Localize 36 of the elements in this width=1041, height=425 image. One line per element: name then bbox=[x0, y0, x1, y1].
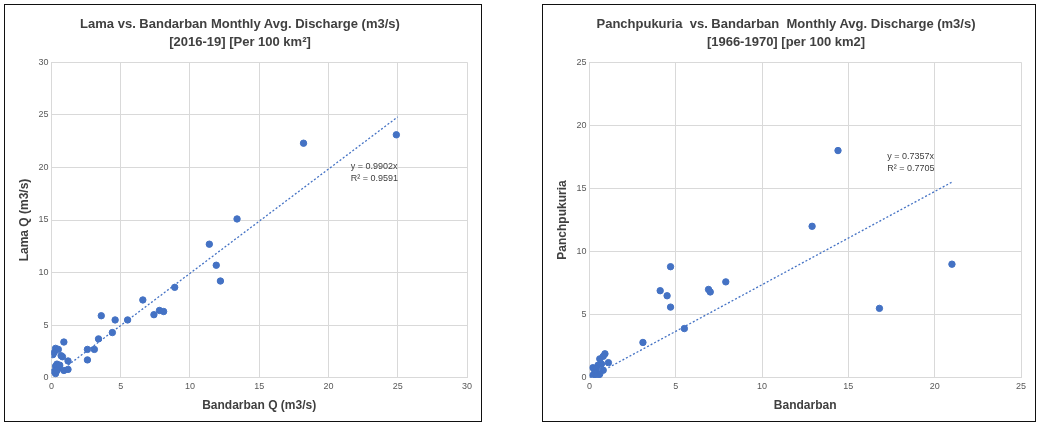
annotation: R² = 0.7705 bbox=[887, 163, 935, 174]
y-tick-label: 30 bbox=[38, 56, 49, 67]
x-axis-title: Bandarban bbox=[773, 398, 837, 413]
y-tick-label: 20 bbox=[576, 119, 587, 130]
y-tick-label: 0 bbox=[581, 372, 587, 383]
y-tick-label: 10 bbox=[38, 267, 49, 278]
y-tick-label: 10 bbox=[576, 246, 587, 257]
chart-subtitle: [2016-19] [Per 100 km²] bbox=[169, 33, 311, 49]
annotation: R² = 0.9591 bbox=[350, 172, 398, 183]
x-tick-label: 5 bbox=[673, 380, 679, 391]
y-tick-label: 15 bbox=[576, 182, 587, 193]
x-tick-label: 20 bbox=[323, 380, 334, 391]
annotation: y = 0.9902x bbox=[350, 160, 398, 171]
x-tick-label: 5 bbox=[118, 380, 124, 391]
x-tick-label: 10 bbox=[184, 380, 195, 391]
x-tick-label: 10 bbox=[757, 380, 768, 391]
chart-title: Panchpukuria vs. Bandarban Monthly Avg. Discharge (m3/s) bbox=[596, 16, 976, 32]
chart-title: Lama vs. Bandarban Monthly Avg. Discharge (m3/s) bbox=[80, 16, 400, 32]
x-tick-label: 30 bbox=[461, 380, 473, 391]
y-tick-label: 5 bbox=[581, 309, 587, 320]
y-axis-title: Lama Q (m3/s) bbox=[16, 178, 31, 262]
y-tick-label: 15 bbox=[38, 214, 49, 225]
x-tick-label: 25 bbox=[392, 380, 403, 391]
y-tick-label: 5 bbox=[43, 319, 49, 330]
y-tick-label: 0 bbox=[43, 372, 49, 383]
y-axis-title: Panchpukuria bbox=[554, 180, 569, 260]
annotation: y = 0.7357x bbox=[887, 151, 935, 162]
y-tick-label: 25 bbox=[38, 109, 49, 120]
y-tick-label: 25 bbox=[576, 56, 587, 67]
chart-subtitle: [1966-1970] [per 100 km2] bbox=[706, 33, 866, 49]
x-axis-title: Bandarban Q (m3/s) bbox=[202, 398, 317, 413]
x-tick-label: 15 bbox=[843, 380, 854, 391]
x-tick-label: 25 bbox=[1015, 380, 1027, 391]
x-tick-label: 20 bbox=[929, 380, 940, 391]
y-tick-label: 20 bbox=[38, 161, 49, 172]
x-tick-label: 15 bbox=[254, 380, 265, 391]
